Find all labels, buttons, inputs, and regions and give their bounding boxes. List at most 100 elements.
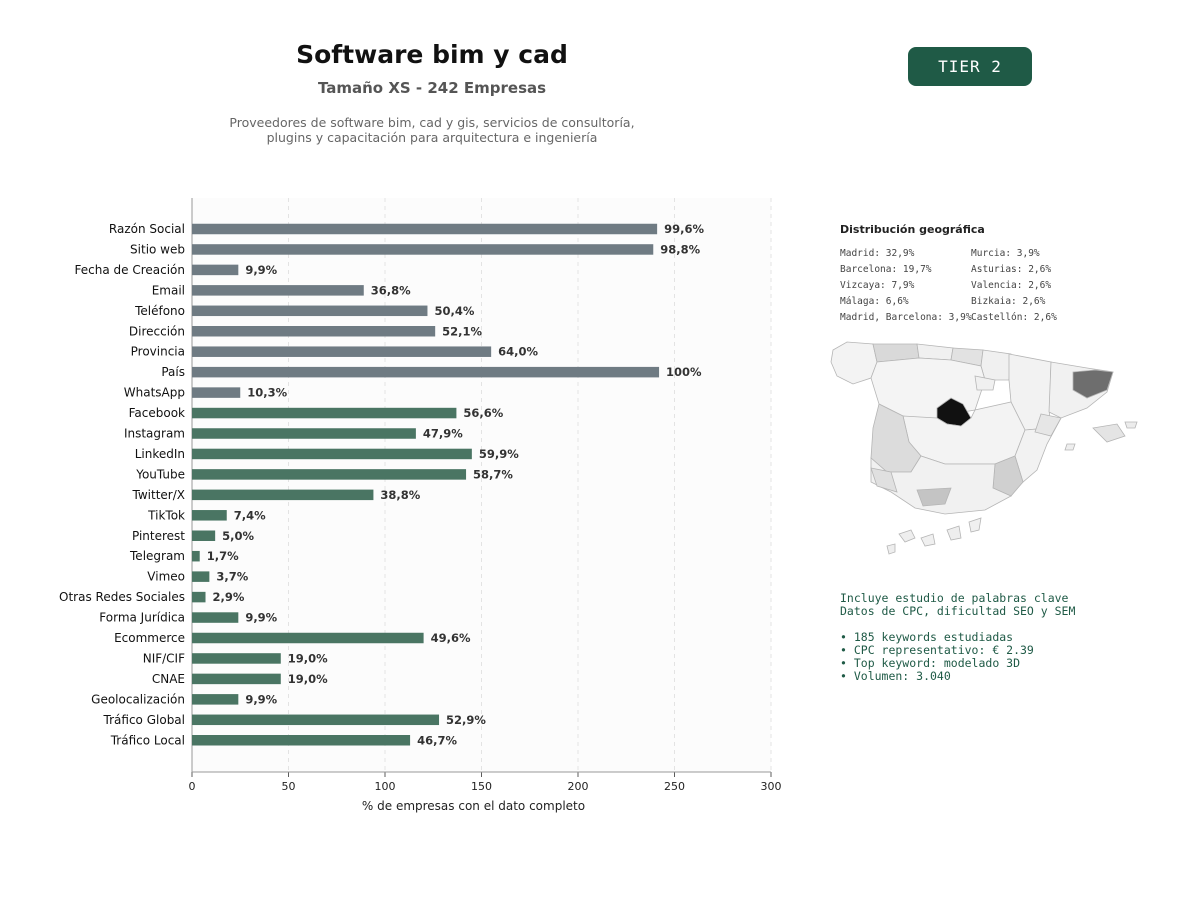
data-label: 56,6% (463, 406, 503, 420)
category-label: Sitio web (130, 242, 185, 256)
map-region-castellon (1034, 413, 1062, 437)
bar (192, 366, 660, 378)
geo-entry: Valencia: 2,6% (971, 280, 1052, 292)
geo-entry: Castellón: 2,6% (971, 312, 1057, 324)
category-label: Teléfono (134, 304, 185, 318)
bar (192, 550, 200, 562)
page-description: Proveedores de software bim, cad y gis, … (182, 115, 682, 145)
geo-entry: Madrid, Barcelona: 3,9% (840, 312, 972, 324)
data-label: 1,7% (207, 549, 239, 563)
x-tick-label: 250 (664, 780, 685, 793)
bar (192, 428, 416, 439)
bar (192, 653, 281, 664)
category-label: Instagram (124, 427, 185, 441)
map-region-cantabria (916, 343, 954, 361)
x-axis-label: % de empresas con el dato completo (362, 799, 585, 813)
bar (192, 326, 436, 337)
category-label: Twitter/X (132, 488, 185, 502)
category-label: Forma Jurídica (99, 611, 185, 625)
data-label: 59,9% (479, 447, 519, 461)
data-label: 99,6% (664, 222, 704, 236)
map-region-mallorca (1092, 423, 1126, 443)
category-label: Email (152, 283, 185, 297)
keyword-bullet: • Volumen: 3.040 (840, 669, 951, 683)
description-line-1: Proveedores de software bim, cad y gis, … (229, 115, 635, 130)
map-region-galicia (830, 341, 878, 385)
map-region-huelva (870, 467, 898, 493)
bar (192, 714, 440, 726)
geo-entry: Asturias: 2,6% (971, 264, 1052, 276)
data-label: 52,1% (442, 324, 482, 338)
description-line-2: plugins y capacitación para arquitectura… (266, 130, 598, 145)
data-label: 52,9% (446, 713, 486, 727)
category-label: NIF/CIF (143, 651, 185, 665)
category-label: Vimeo (147, 570, 185, 584)
bar-chart: 0 50 100 150 200 250 300 Razón Social 99,6% Sitio… (59, 198, 782, 813)
data-label: 64,0% (498, 345, 538, 359)
keywords-line-1: Incluye estudio de palabras clave (840, 591, 1069, 605)
geo-entry: Madrid: 32,9% (840, 248, 915, 259)
bar (192, 387, 241, 398)
bar (192, 407, 457, 419)
bar (192, 469, 467, 480)
map-region-canarias-5 (886, 543, 896, 555)
data-label: 46,7% (417, 733, 457, 747)
data-label: 7,4% (234, 508, 266, 522)
map-region-canarias-3 (946, 525, 962, 541)
data-label: 9,9% (245, 263, 277, 277)
map-region-navarra (980, 349, 1012, 381)
map-region-canarias-1 (898, 529, 916, 543)
bar (192, 694, 239, 705)
geo-distribution-title: Distribución geográfica (840, 223, 985, 236)
geo-entry: Bizkaia: 2,6% (971, 296, 1046, 308)
bar (192, 735, 411, 746)
map-region-andalucia (870, 455, 1012, 515)
data-label: 49,6% (431, 631, 471, 645)
x-tick-label: 200 (568, 780, 589, 793)
bar (192, 632, 424, 644)
data-label: 19,0% (288, 651, 328, 665)
bar (192, 510, 227, 521)
bar (192, 264, 239, 276)
category-label: Fecha de Creación (75, 263, 185, 277)
bar (192, 244, 654, 255)
keyword-bullet: • Top keyword: modelado 3D (840, 656, 1021, 670)
data-label: 5,0% (222, 529, 254, 543)
map-region-barcelona (1072, 369, 1114, 399)
map-region-ibiza (1064, 443, 1076, 451)
category-label: Ecommerce (114, 631, 185, 645)
map-region-malaga (916, 487, 952, 507)
bar (192, 346, 492, 357)
map-region-menorca (1124, 421, 1138, 429)
bar (192, 305, 428, 317)
category-label: Facebook (129, 406, 185, 420)
tier-badge: TIER 2 (908, 47, 1032, 86)
category-label: Tráfico Local (110, 733, 185, 747)
geo-list-column-2: Murcia: 3,9% Asturias: 2,6% Valencia: 2,… (971, 246, 1057, 326)
category-label: Tráfico Global (103, 713, 185, 727)
category-label: Pinterest (132, 529, 185, 543)
x-tick-label: 150 (471, 780, 492, 793)
map-region-canarias-2 (920, 533, 936, 547)
bar (192, 448, 472, 460)
x-tick-label: 100 (375, 780, 396, 793)
data-label: 58,7% (473, 467, 513, 481)
page-title: Software bim y cad (296, 40, 568, 69)
bar (192, 673, 281, 685)
category-label: CNAE (152, 672, 185, 686)
data-label: 100% (666, 365, 702, 379)
data-label: 50,4% (434, 304, 474, 318)
spain-map-illustration (830, 341, 1138, 555)
category-label: TikTok (147, 508, 185, 522)
page-subtitle: Tamaño XS - 242 Empresas (317, 79, 547, 97)
x-tick-label: 0 (189, 780, 196, 793)
data-label: 38,8% (380, 488, 420, 502)
data-label: 3,7% (216, 570, 248, 584)
geo-entry: Murcia: 3,9% (971, 248, 1040, 259)
geo-entry: Málaga: 6,6% (840, 296, 909, 308)
geo-list-column-1: Madrid: 32,9% Barcelona: 19,7% Vizcaya: … (840, 246, 972, 326)
data-label: 47,9% (423, 427, 463, 441)
category-label: Provincia (131, 345, 185, 359)
keyword-bullet: • CPC representativo: € 2.39 (840, 643, 1034, 657)
category-label: Geolocalización (91, 692, 185, 706)
